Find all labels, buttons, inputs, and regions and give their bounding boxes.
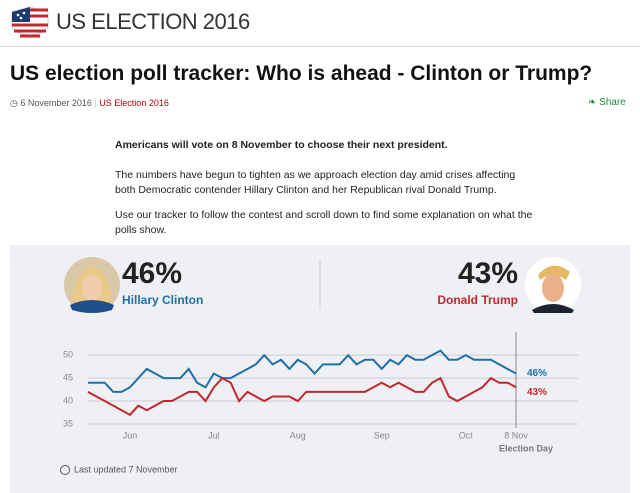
x-tick-label: Aug: [290, 430, 306, 440]
y-tick-label: 35: [63, 418, 73, 428]
trump-suit: [532, 304, 574, 313]
divider: [0, 46, 640, 47]
brand: US ELECTION 2016: [56, 9, 250, 34]
series-line: [88, 349, 517, 393]
clock-icon: ◷: [10, 98, 18, 108]
article-meta: ◷ 6 November 2016 | US Election 2016: [10, 98, 169, 109]
clinton-face: [82, 275, 102, 301]
trump-name: Donald Trump: [437, 293, 518, 307]
date: 6 November 2016: [20, 98, 92, 108]
trump-percent: 43%: [458, 257, 518, 290]
clinton-percent: 46%: [122, 257, 182, 290]
paragraph: The numbers have begun to tighten as we …: [115, 169, 516, 196]
updated: Last updated 7 November: [74, 464, 178, 474]
clinton-jacket: [70, 300, 114, 313]
x-tick-label: 8 Nov: [504, 430, 528, 440]
x-tick-label: Jun: [123, 430, 138, 440]
section-link[interactable]: US Election 2016: [99, 98, 169, 108]
lead: Americans will vote on 8 November to cho…: [115, 139, 448, 151]
x-tick-label: Oct: [459, 430, 474, 440]
article-title: US election poll tracker: Who is ahead -…: [10, 62, 593, 85]
paragraph: Use our tracker to follow the contest an…: [115, 209, 533, 236]
clinton-name: Hillary Clinton: [122, 293, 203, 307]
annotation: Election Day: [499, 443, 553, 453]
y-tick-label: 40: [63, 395, 73, 405]
separator: |: [94, 98, 97, 108]
x-tick-label: Sep: [374, 430, 390, 440]
x-tick-label: Jul: [208, 430, 220, 440]
clock-icon: [60, 465, 70, 475]
logo-flag: [11, 6, 49, 38]
trump-hair: [538, 265, 570, 280]
value-label: 46%: [527, 368, 547, 379]
share-button[interactable]: ❧ Share: [588, 97, 626, 108]
trump-face: [542, 274, 564, 302]
y-tick-label: 45: [63, 372, 73, 382]
share-label[interactable]: Share: [599, 97, 626, 108]
value-label: 43%: [527, 387, 547, 398]
series-line: [87, 376, 517, 417]
y-tick-label: 50: [63, 350, 73, 360]
